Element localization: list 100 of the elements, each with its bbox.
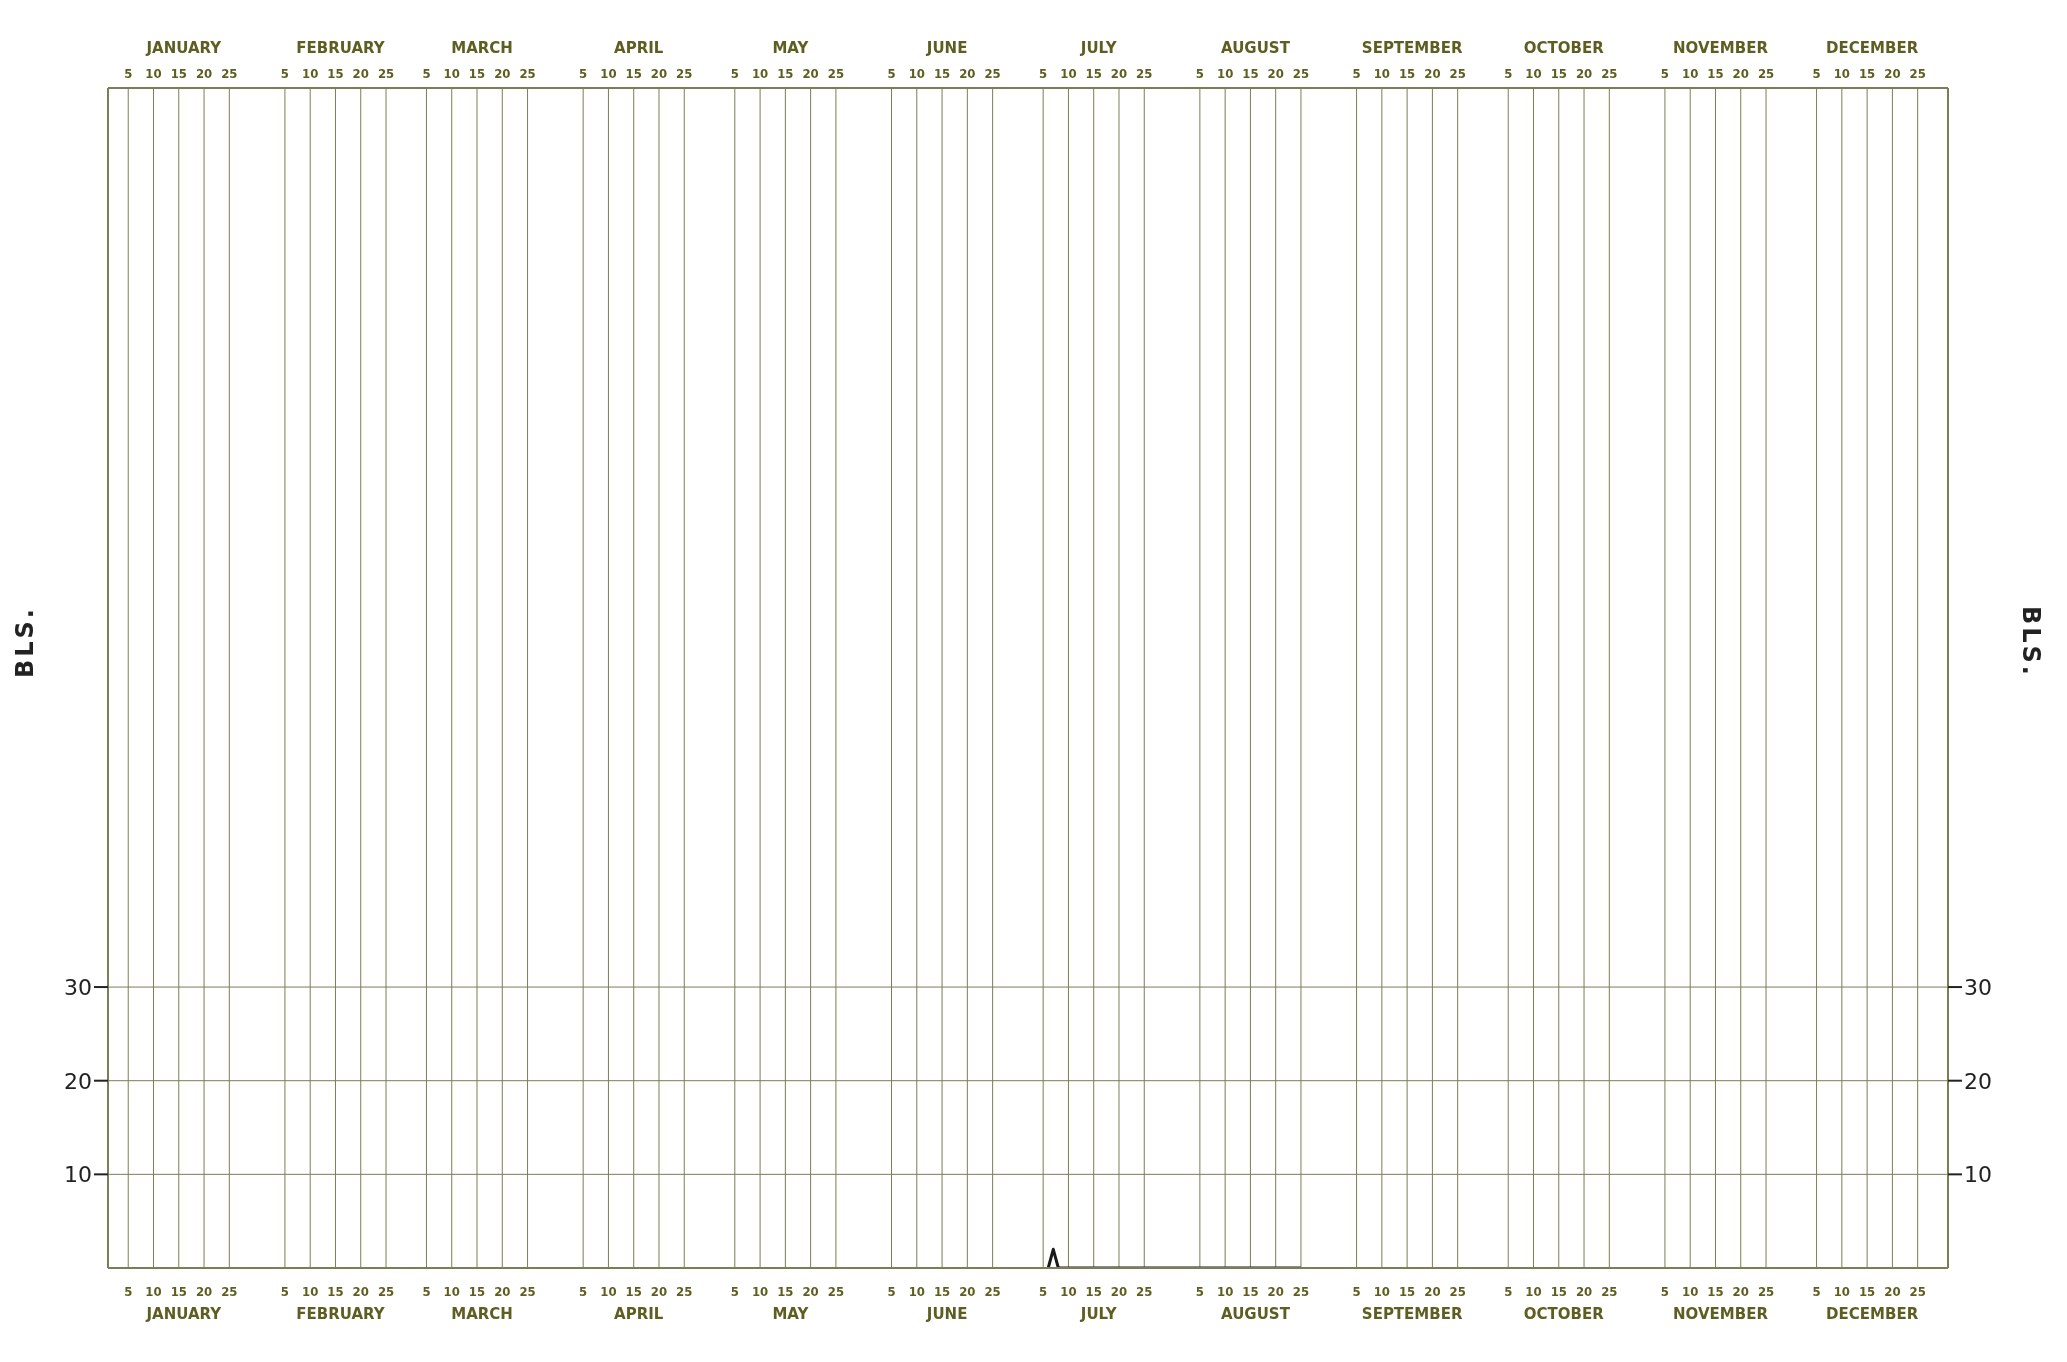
x2-tick-label: 10 xyxy=(145,1283,162,1299)
x-tick-label: 15 xyxy=(777,65,794,81)
text: SEPTEMBER xyxy=(1361,1304,1463,1323)
x2-tick-label: 5 xyxy=(1352,1283,1361,1299)
x-tick-label: 20 xyxy=(802,65,819,81)
x2-tick-label: 20 xyxy=(195,1283,213,1299)
x2-tick-label: 5 xyxy=(1660,1283,1669,1299)
x2-tick-label: 25 xyxy=(827,1283,845,1299)
x2-tick-label: 15 xyxy=(933,1283,951,1299)
x2-tick-label: 5 xyxy=(1504,1283,1513,1299)
y2-tick-label: 30 xyxy=(1964,974,1992,1000)
text: JULY xyxy=(1079,1304,1118,1323)
x-tick-label: 20 xyxy=(1732,65,1749,81)
text: FEBRUARY xyxy=(296,1304,386,1323)
text: MARCH xyxy=(451,38,513,57)
x2-tick-label: 20 xyxy=(494,1283,511,1299)
x2-tick-label: 20 xyxy=(352,1283,369,1299)
x-tick-label: 20 xyxy=(1110,65,1128,81)
x2-tick-label: 25 xyxy=(984,1283,1001,1299)
x-tick-label: 15 xyxy=(327,65,344,81)
y2-tick-label: 10 xyxy=(1964,1162,1992,1188)
x-tick-label: 5 xyxy=(730,65,739,81)
text: MARCH xyxy=(451,1304,513,1323)
x-tick-label: 5 xyxy=(280,65,289,81)
x2-tick-label: 20 xyxy=(1267,1283,1284,1299)
text: NOVEMBER xyxy=(1673,38,1769,57)
x2-tick-label: 5 xyxy=(1195,1283,1204,1299)
x-tick-label: 15 xyxy=(1858,65,1876,81)
x2-tick-label: 15 xyxy=(1707,1283,1724,1299)
x2-tick-label: 15 xyxy=(1858,1283,1876,1299)
x-tick-label: 15 xyxy=(468,65,486,81)
x2-tick-label: 5 xyxy=(422,1283,431,1299)
x-tick-label: 5 xyxy=(1039,65,1048,81)
text: OCTOBER xyxy=(1523,1304,1605,1323)
text: AUGUST xyxy=(1221,1304,1291,1323)
x2-tick-label: 5 xyxy=(730,1283,739,1299)
x2-tick-label: 10 xyxy=(1060,1283,1077,1299)
text: APRIL xyxy=(614,1304,664,1323)
x-tick-label: 5 xyxy=(579,65,588,81)
y2-tick-label: 20 xyxy=(1964,1068,1992,1094)
x2-tick-label: 5 xyxy=(280,1283,289,1299)
x2-tick-label: 5 xyxy=(1039,1283,1048,1299)
x2-tick-label: 10 xyxy=(443,1283,460,1299)
x2-tick-label: 5 xyxy=(579,1283,588,1299)
x-tick-label: 25 xyxy=(984,65,1001,81)
y-axis-title: BLS. xyxy=(10,606,39,678)
x2-tick-label: 25 xyxy=(1136,1283,1153,1299)
x-tick-label: 5 xyxy=(1504,65,1513,81)
x2-tick-label: 15 xyxy=(1398,1283,1416,1299)
text: DECEMBER xyxy=(1826,38,1919,57)
x2-tick-label: 25 xyxy=(1449,1283,1466,1299)
x2-tick-label: 25 xyxy=(1292,1283,1310,1299)
x2-tick-label: 10 xyxy=(908,1283,925,1299)
x-tick-label: 20 xyxy=(352,65,369,81)
x2-tick-label: 20 xyxy=(1884,1283,1901,1299)
x-tick-label: 5 xyxy=(1195,65,1204,81)
x2-tick-label: 10 xyxy=(302,1283,319,1299)
x2-tick-label: 25 xyxy=(676,1283,693,1299)
x-tick-label: 5 xyxy=(1812,65,1821,81)
x-tick-label: 5 xyxy=(124,65,133,81)
x-tick-label: 20 xyxy=(1424,65,1441,81)
x2-tick-label: 15 xyxy=(625,1283,642,1299)
text: FEBRUARY xyxy=(296,38,386,57)
text: NOVEMBER xyxy=(1673,1304,1769,1323)
x-tick-label: 25 xyxy=(827,65,845,81)
x2-tick-label: 10 xyxy=(600,1283,617,1299)
x2-tick-label: 10 xyxy=(1682,1283,1699,1299)
x2-tick-label: 15 xyxy=(777,1283,794,1299)
x-tick-label: 25 xyxy=(1757,65,1775,81)
x2-tick-label: 10 xyxy=(1525,1283,1542,1299)
x2-tick-label: 15 xyxy=(1242,1283,1259,1299)
x-tick-label: 25 xyxy=(676,65,693,81)
x-tick-label: 10 xyxy=(1373,65,1390,81)
x-tick-label: 15 xyxy=(625,65,642,81)
x2-tick-label: 25 xyxy=(1757,1283,1775,1299)
x-tick-label: 20 xyxy=(650,65,668,81)
text: SEPTEMBER xyxy=(1361,38,1463,57)
x2-tick-label: 15 xyxy=(1085,1283,1102,1299)
x-tick-label: 5 xyxy=(422,65,431,81)
x2-tick-label: 15 xyxy=(327,1283,344,1299)
x-tick-label: 15 xyxy=(933,65,951,81)
x2-tick-label: 20 xyxy=(650,1283,668,1299)
x2-tick-label: 10 xyxy=(1373,1283,1390,1299)
x-tick-label: 20 xyxy=(1575,65,1593,81)
x-tick-label: 10 xyxy=(751,65,769,81)
text: JUNE xyxy=(925,38,968,57)
text: AUGUST xyxy=(1221,38,1291,57)
x-tick-label: 10 xyxy=(600,65,617,81)
text: DECEMBER xyxy=(1826,1304,1919,1323)
x-tick-label: 25 xyxy=(1449,65,1466,81)
x-tick-label: 10 xyxy=(145,65,162,81)
text: MAY xyxy=(772,38,810,57)
x2-tick-label: 10 xyxy=(1833,1283,1850,1299)
x-tick-label: 25 xyxy=(1136,65,1153,81)
x-tick-label: 25 xyxy=(1601,65,1618,81)
x-tick-label: 10 xyxy=(1060,65,1077,81)
x2-tick-label: 20 xyxy=(959,1283,976,1299)
x-tick-label: 10 xyxy=(302,65,319,81)
x2-tick-label: 25 xyxy=(377,1283,395,1299)
text: JUNE xyxy=(925,1304,968,1323)
